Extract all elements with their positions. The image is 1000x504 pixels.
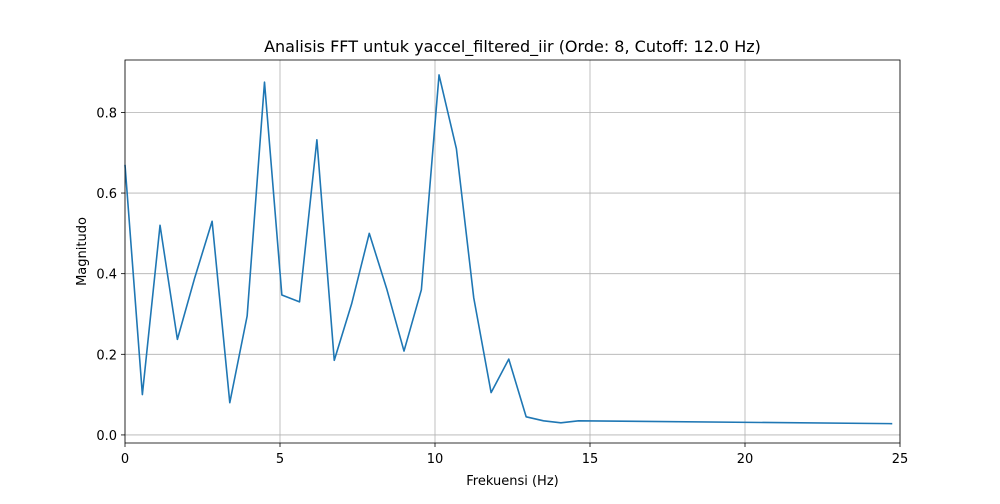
x-tick-label: 10 xyxy=(427,452,444,467)
y-tick-label: 0.0 xyxy=(96,429,117,444)
plot-area-frame xyxy=(124,59,901,444)
y-tick-label: 0.8 xyxy=(96,106,117,121)
axis-ticks: 0 5 10 15 20 25 0.0 0.2 0.4 0.6 0.8 xyxy=(96,106,908,467)
x-tick-label: 0 xyxy=(121,452,129,467)
x-tick-label: 5 xyxy=(276,452,284,467)
fft-series-line xyxy=(124,74,893,425)
y-axis-label: Magnitudo xyxy=(75,217,90,286)
y-tick-label: 0.4 xyxy=(96,268,117,283)
chart-title: Analisis FFT untuk yaccel_filtered_iir (… xyxy=(264,37,761,57)
y-tick-label: 0.2 xyxy=(96,348,117,363)
series-layer xyxy=(124,74,893,425)
grid xyxy=(124,60,901,443)
y-tick-label: 0.6 xyxy=(96,187,117,202)
x-tick-label: 15 xyxy=(582,452,599,467)
x-tick-label: 25 xyxy=(892,452,909,467)
x-axis-label: Frekuensi (Hz) xyxy=(466,474,558,489)
x-tick-label: 20 xyxy=(737,452,754,467)
